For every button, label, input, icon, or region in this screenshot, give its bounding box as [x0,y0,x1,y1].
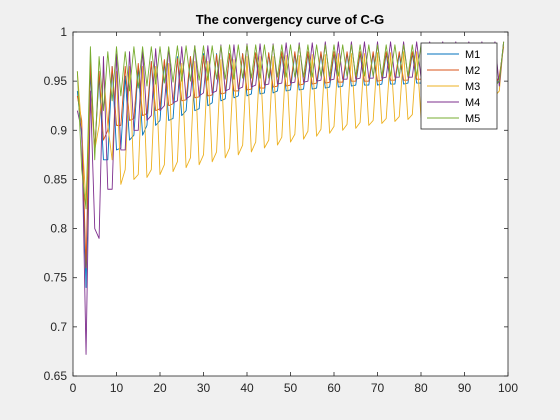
x-tick-label: 100 [498,381,518,395]
y-tick-label: 0.95 [44,74,68,88]
x-tick-label: 0 [70,381,77,395]
x-tick-label: 10 [110,381,124,395]
y-tick-label: 1 [60,25,67,39]
y-tick-label: 0.85 [44,172,68,186]
axis-ticks: 0 10 20 30 40 50 60 70 80 90 100 0.65 0.7 0.75 0.8 0.85… [44,25,519,395]
y-tick-label: 0.7 [50,320,67,334]
x-tick-label: 40 [240,381,254,395]
legend-label-m1: M1 [465,49,480,61]
x-tick-label: 70 [371,381,385,395]
x-tick-label: 60 [327,381,341,395]
legend: M1 M2 M3 M4 M5 [420,42,498,130]
x-tick-label: 50 [284,381,298,395]
chart-title: The convergency curve of C-G [196,12,385,27]
legend-label-m4: M4 [465,97,480,109]
legend-label-m5: M5 [465,113,480,125]
x-tick-label: 80 [414,381,428,395]
legend-label-m3: M3 [465,81,480,93]
y-tick-label: 0.65 [44,369,68,383]
y-tick-label: 0.9 [50,123,67,137]
y-tick-label: 0.8 [50,222,67,236]
x-tick-label: 90 [458,381,472,395]
legend-label-m2: M2 [465,65,480,77]
y-tick-label: 0.75 [44,271,68,285]
x-tick-label: 20 [153,381,167,395]
x-tick-label: 30 [197,381,211,395]
